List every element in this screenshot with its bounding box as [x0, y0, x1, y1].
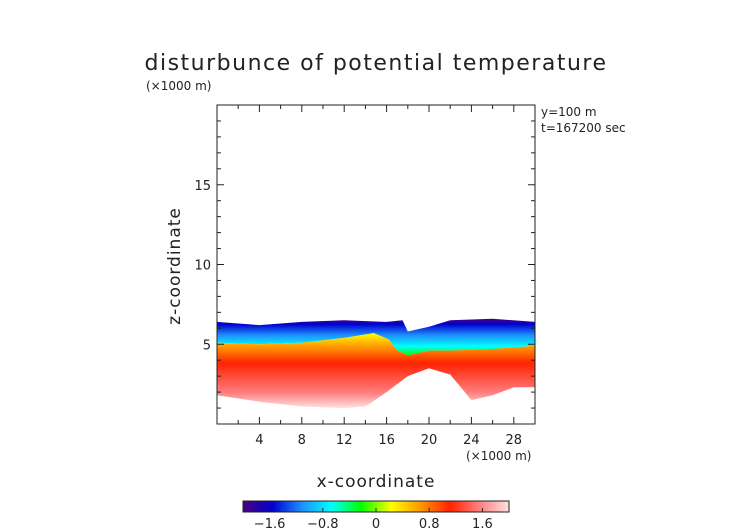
info-y-position: y=100 m	[541, 105, 597, 119]
cold-anomaly-layer	[217, 318, 535, 356]
colorbar-tick-label: 0	[372, 517, 380, 532]
colorbar-tick-label: −0.8	[307, 517, 339, 532]
y-tick-label: 15	[194, 179, 211, 194]
info-time: t=167200 sec	[541, 121, 626, 135]
x-tick-label: 8	[298, 433, 306, 448]
x-tick-label: 16	[378, 433, 395, 448]
x-tick-label: 28	[506, 433, 523, 448]
y-unit-label: (×1000 m)	[146, 79, 211, 93]
chart-title: disturbunce of potential temperature	[145, 51, 608, 76]
x-tick-label: 4	[255, 433, 263, 448]
colorbar-tick-label: 1.6	[472, 517, 493, 532]
x-tick-label: 12	[336, 433, 353, 448]
colorbar-tick-label: −1.6	[254, 517, 286, 532]
x-tick-label: 24	[463, 433, 480, 448]
colorbar-tick-label: 0.8	[419, 517, 440, 532]
x-axis-label: x-coordinate	[317, 472, 436, 492]
warm-anomaly-layer	[217, 333, 535, 409]
x-tick-label: 20	[421, 433, 438, 448]
x-axis-unit: (×1000 m)	[466, 449, 531, 463]
y-axis-label: z-coordinate	[165, 207, 185, 325]
temperature-field	[217, 318, 535, 409]
y-tick-label: 10	[194, 259, 211, 274]
y-tick-label: 5	[203, 338, 211, 353]
